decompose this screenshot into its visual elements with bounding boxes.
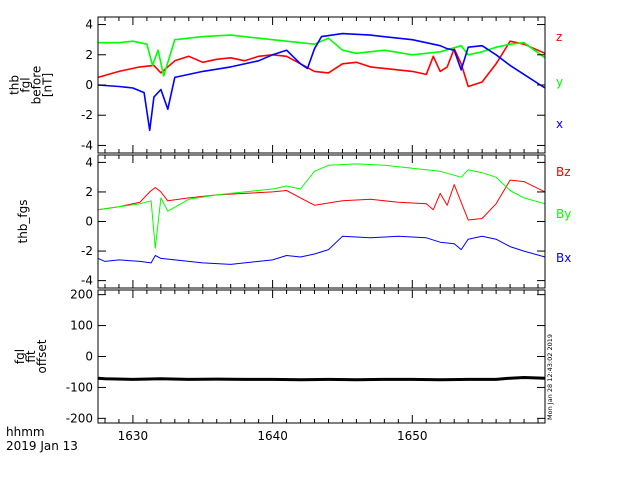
panel-2: 4 2 0 -2 -4 thb_fgs Bz By Bx <box>16 154 571 289</box>
y-tick-label: 2 <box>85 185 93 199</box>
y-tick-label: 4 <box>85 155 93 169</box>
y-axis-label: fgl <box>13 349 27 364</box>
y-tick-label: -2 <box>81 244 93 258</box>
x-tick-label: 1630 <box>118 429 149 443</box>
y-axis-label: thb <box>8 75 22 95</box>
series-line-by <box>97 163 546 249</box>
series-line-bz <box>97 179 546 221</box>
legend-label-bx: Bx <box>556 251 571 265</box>
y-axis-label: fit <box>24 350 38 363</box>
y-tick-label: 200 <box>70 288 93 302</box>
legend-label-bz: Bz <box>556 165 571 179</box>
series-line-z <box>97 40 546 88</box>
y-axis-label: before <box>30 66 44 105</box>
panels-group: 420-2-4thbfglbefore[nT]zyx420-2-4thb_fgs… <box>8 16 571 443</box>
x-tick-label: 1650 <box>397 429 428 443</box>
y-tick-label: 4 <box>85 18 93 32</box>
y-tick-label: 2 <box>85 48 93 62</box>
series-line-y <box>98 34 546 77</box>
legend-label-by: By <box>556 207 571 221</box>
timestamp-stamp: Mon Jan 28 12:43:02 2019 <box>546 334 554 420</box>
legend-label-x: x <box>556 117 563 131</box>
y-tick-label: 100 <box>70 319 93 333</box>
series-line-offset <box>97 376 546 382</box>
y-tick-label: -2 <box>81 108 93 122</box>
y-axis-label: thb_fgs <box>16 199 30 243</box>
series-line-x <box>97 32 546 132</box>
y-tick-label: -4 <box>81 138 93 152</box>
y-tick-label: -200 <box>66 411 93 425</box>
y-tick-label: -4 <box>81 274 93 288</box>
series-line-bx <box>97 235 546 265</box>
legend-label-z: z <box>556 30 562 44</box>
y-tick-label: 0 <box>85 350 93 364</box>
x-tick-label: 1640 <box>257 429 288 443</box>
x-units-label: hhmm <box>6 425 45 439</box>
y-axis-label: offset <box>35 339 49 373</box>
y-tick-label: -100 <box>66 380 93 394</box>
y-axis-label: fgl <box>19 77 33 92</box>
date-label: 2019 Jan 13 <box>6 439 78 453</box>
legend-label-y: y <box>556 75 563 89</box>
y-tick-label: 0 <box>85 215 93 229</box>
y-tick-label: 0 <box>85 78 93 92</box>
y-axis-label: [nT] <box>41 73 55 97</box>
